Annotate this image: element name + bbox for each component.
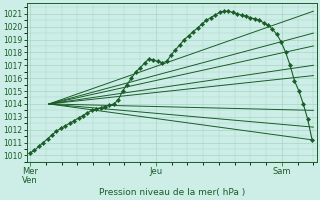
- X-axis label: Pression niveau de la mer( hPa ): Pression niveau de la mer( hPa ): [99, 188, 245, 197]
